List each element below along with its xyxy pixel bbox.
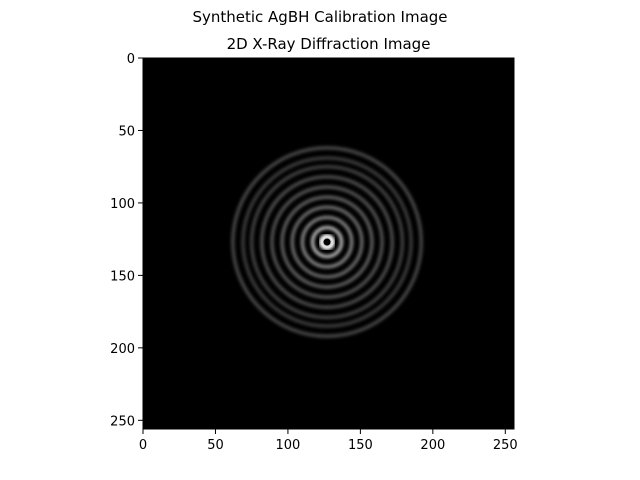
diffraction-ring-7	[250, 165, 405, 320]
y-tick-label: 100	[110, 197, 135, 212]
diffraction-ring-8	[241, 156, 413, 328]
diffraction-ring-4	[280, 195, 374, 289]
axes-frame	[142, 57, 515, 430]
y-tick-label: 250	[110, 414, 135, 429]
diffraction-ring-6	[260, 175, 394, 309]
y-tick-label: 50	[118, 124, 135, 139]
diffraction-ring-9	[231, 146, 423, 338]
figure-suptitle: Synthetic AgBH Calibration Image	[192, 8, 448, 26]
beam-stop	[323, 238, 331, 246]
y-tick-label: 0	[127, 52, 135, 67]
x-tick-label: 50	[207, 438, 224, 453]
axes-title: 2D X-Ray Diffraction Image	[226, 35, 431, 53]
central-beam-ring	[319, 234, 335, 250]
diffraction-ring-5	[270, 185, 384, 299]
x-tick-label: 100	[276, 438, 301, 453]
x-tick-label: 250	[493, 438, 518, 453]
y-tick-label: 150	[110, 269, 135, 284]
x-tick-label: 150	[348, 438, 373, 453]
diffraction-ring-2	[300, 215, 354, 269]
x-tick-label: 0	[139, 438, 147, 453]
diffraction-ring-3	[290, 205, 364, 279]
x-tick-label: 200	[420, 438, 445, 453]
diffraction-ring-1	[310, 225, 344, 259]
y-tick-label: 200	[110, 342, 135, 357]
